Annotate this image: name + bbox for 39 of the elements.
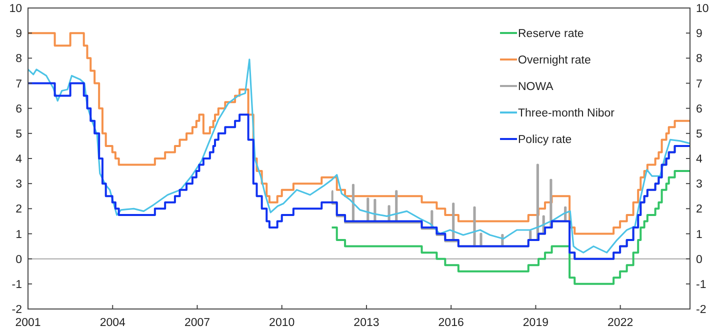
y-tick-label: -2 [12,304,22,316]
y2-tick-label: -2 [696,304,706,316]
y-tick-label: 3 [16,178,22,191]
legend-label: Three-month Nibor [518,108,615,120]
y-tick-label: 10 [9,3,22,15]
y-tick-label: 9 [16,28,22,40]
y-tick-label: -1 [12,278,22,291]
y2-tick-label: -1 [696,278,706,291]
y-tick-label: 8 [16,53,22,66]
y2-tick-label: 1 [696,228,702,241]
legend-label: NOWA [518,81,554,93]
x-tick-label: 2019 [522,317,549,329]
y2-tick-label: 6 [696,103,702,116]
y2-tick-label: 4 [696,154,703,166]
x-tick-label: 2007 [184,317,210,329]
y2-tick-label: 10 [696,3,709,15]
legend-label: Overnight rate [518,54,591,66]
y2-tick-label: 5 [696,128,702,140]
y-tick-label: 4 [16,154,23,166]
y-tick-label: 1 [16,228,22,241]
x-tick-label: 2010 [269,317,295,329]
y2-tick-label: 8 [696,53,702,66]
y2-tick-label: 3 [696,178,702,191]
x-tick-label: 2022 [608,317,634,329]
x-tick-label: 2004 [100,317,126,329]
y2-tick-label: 2 [696,204,702,216]
legend-label: Policy rate [518,134,572,146]
y2-tick-label: 7 [696,78,702,90]
y-tick-label: 6 [16,103,22,116]
y-tick-label: 2 [16,204,22,216]
y2-tick-label: 0 [696,254,702,266]
legend-label: Reserve rate [518,28,584,40]
x-tick-label: 2001 [15,317,41,329]
y-tick-label: 7 [16,78,22,90]
y-tick-label: 5 [16,128,22,140]
y2-tick-label: 9 [696,28,702,40]
x-tick-label: 2016 [438,317,464,329]
x-tick-label: 2013 [354,317,380,329]
y-tick-label: 0 [16,254,22,266]
